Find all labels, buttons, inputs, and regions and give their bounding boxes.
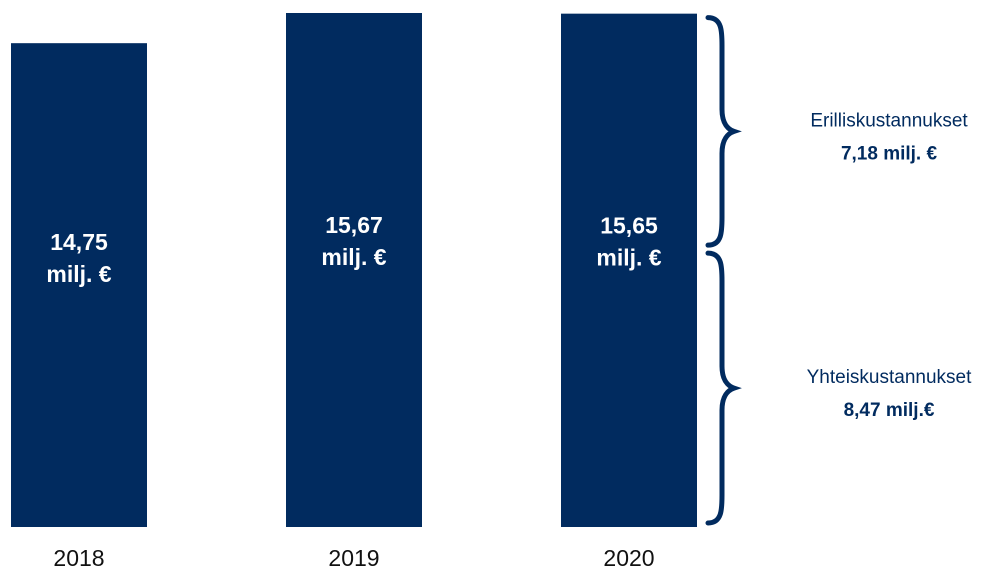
bar-2019 — [286, 13, 422, 527]
breakdown-group: Yhteiskustannukset 8,47 milj.€ Erilliskust… — [705, 15, 972, 526]
annotation-value-erilliskustannukset: 7,18 milj. € — [841, 143, 938, 164]
bar-unit-label-2019: milj. € — [321, 244, 386, 270]
bar-2018 — [11, 43, 147, 528]
annotation-name-erilliskustannukset: Erilliskustannukset — [810, 110, 968, 131]
brace-yhteiskustannukset — [705, 250, 742, 526]
bar-value-label-2018: 14,75 — [50, 229, 108, 255]
bar-value-label-2019: 15,67 — [325, 212, 383, 238]
bar-unit-label-2020: milj. € — [596, 245, 661, 271]
bar-labels-group: 14,75 milj. € 15,67 milj. € 15,65 milj. € — [46, 212, 661, 287]
bar-unit-label-2018: milj. € — [46, 261, 111, 287]
annotation-value-yhteiskustannukset: 8,47 milj.€ — [844, 400, 935, 421]
x-tick-label-2019: 2019 — [328, 545, 379, 571]
brace-erilliskustannukset — [705, 15, 742, 248]
x-tick-label-2018: 2018 — [53, 545, 104, 571]
bar-2020 — [561, 13, 697, 528]
bar-value-label-2020: 15,65 — [600, 213, 658, 239]
x-tick-labels-group: 2018 2019 2020 — [53, 545, 654, 571]
bars-group — [11, 13, 697, 528]
x-tick-label-2020: 2020 — [603, 545, 654, 571]
annotation-name-yhteiskustannukset: Yhteiskustannukset — [807, 367, 972, 388]
